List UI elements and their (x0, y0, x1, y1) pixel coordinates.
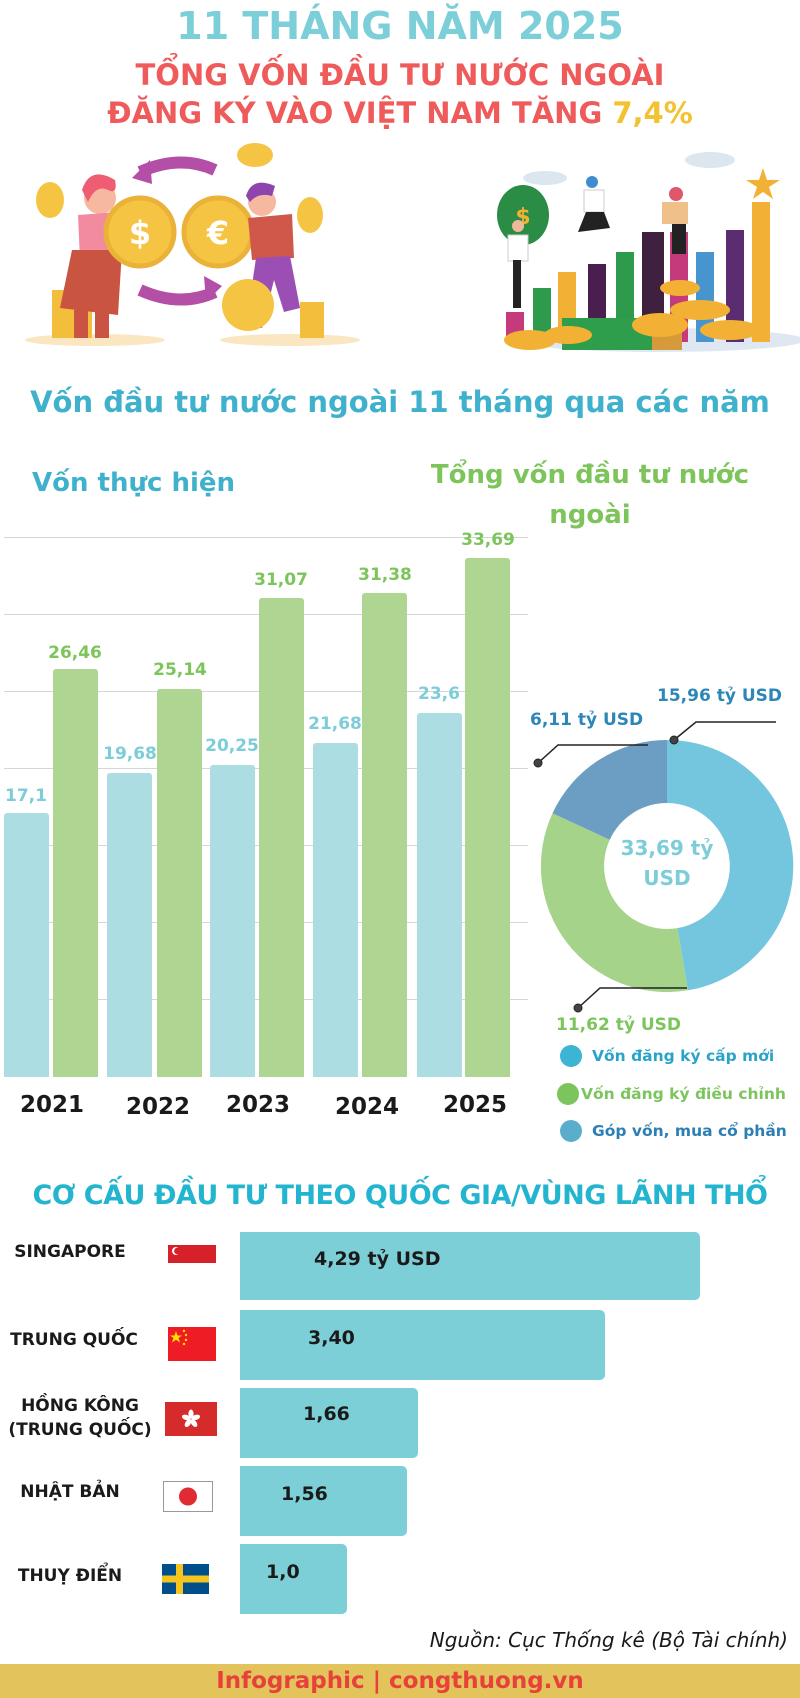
country-value-japan: 1,56 (281, 1483, 328, 1505)
country-value-china: 3,40 (308, 1327, 355, 1349)
country-bar-china (240, 1310, 605, 1380)
bar-realized-2024 (313, 743, 358, 1077)
value-realized-2023: 20,25 (205, 736, 259, 756)
china-flag-icon (168, 1327, 216, 1361)
value-realized-2022: 19,68 (103, 744, 157, 764)
donut-slice-adjusted (540, 813, 688, 993)
bar-realized-2023 (210, 765, 255, 1077)
country-name-line1: HỒNG KÔNG (21, 1396, 139, 1416)
singapore-flag-icon (168, 1245, 216, 1263)
growth-percentage: 7,4% (612, 96, 693, 130)
bar-total-2025 (465, 558, 510, 1077)
svg-text:$: $ (129, 214, 151, 252)
donut-center-unit: USD (643, 866, 691, 890)
bar-total-2021 (53, 669, 98, 1077)
country-name-china: TRUNG QUỐC (10, 1330, 138, 1350)
footer-credit: Infographic | congthuong.vn (216, 1668, 584, 1694)
bar-chart-title: Vốn đầu tư nước ngoài 11 tháng qua các n… (30, 385, 770, 419)
country-section-title: CƠ CẤU ĐẦU TƯ THEO QUỐC GIA/VÙNG LÃNH TH… (32, 1180, 768, 1211)
year-label-2021: 2021 (19, 1092, 84, 1118)
headline-line-1: TỔNG VỐN ĐẦU TƯ NƯỚC NGOÀI (135, 58, 665, 92)
legend-dot-icon (560, 1120, 582, 1142)
country-bar-sweden (240, 1544, 347, 1614)
fdi-breakdown-donut-chart (533, 721, 794, 1013)
bar-total-2024 (362, 593, 407, 1077)
legend-dot-icon (557, 1083, 579, 1105)
series-label-realized-capital: Vốn thực hiện (32, 468, 236, 498)
country-bar-hong-kong (240, 1388, 418, 1458)
legend-item-new-registration: Vốn đăng ký cấp mới (560, 1045, 774, 1067)
year-label-2023: 2023 (225, 1092, 290, 1118)
bar-total-2022 (157, 689, 202, 1077)
source-note: Nguồn: Cục Thống kê (Bộ Tài chính) (429, 1628, 788, 1652)
series-label-total-fdi: Tổng vốn đầu tư nước ngoài (430, 460, 750, 530)
value-total-2025: 33,69 (461, 530, 515, 550)
country-bar-singapore (240, 1232, 700, 1300)
currency-exchange-illustration: $ € (25, 143, 360, 346)
bar-realized-2021 (4, 813, 49, 1077)
headline-line-2: ĐĂNG KÝ VÀO VIỆT NAM TĂNG 7,4% (0, 96, 800, 130)
sweden-flag-icon (162, 1564, 209, 1594)
bar-realized-2025 (417, 713, 462, 1077)
footer-banner: Infographic | congthuong.vn (0, 1664, 800, 1698)
legend-label: Góp vốn, mua cổ phần (592, 1122, 787, 1140)
legend-label: Vốn đăng ký cấp mới (592, 1047, 775, 1065)
value-realized-2025: 23,6 (418, 684, 460, 704)
value-realized-2024: 21,68 (308, 714, 362, 734)
country-value-sweden: 1,0 (266, 1561, 300, 1583)
value-realized-2021: 17,1 (5, 786, 47, 806)
headline-line-2-text: ĐĂNG KÝ VÀO VIỆT NAM TĂNG (107, 96, 613, 130)
year-label-2024: 2024 (334, 1094, 399, 1120)
year-label-2025: 2025 (442, 1092, 507, 1118)
value-total-2024: 31,38 (358, 565, 412, 585)
donut-center-total: 33,69 tỷ USD (607, 833, 727, 893)
hong-kong-flag-icon (165, 1402, 217, 1436)
donut-slice-new-registration (667, 739, 794, 991)
country-name-hong-kong: HỒNG KÔNG (TRUNG QUỐC) (0, 1394, 160, 1442)
country-bar-japan (240, 1466, 407, 1536)
value-total-2021: 26,46 (48, 643, 102, 663)
svg-text:€: € (206, 214, 229, 252)
donut-label-new-registration: 15,96 tỷ USD (657, 686, 782, 706)
period-title: 11 THÁNG NĂM 2025 (176, 4, 624, 48)
country-name-sweden: THUỴ ĐIỂN (17, 1566, 123, 1586)
donut-center-value: 33,69 tỷ (620, 836, 714, 860)
country-name-line2: (TRUNG QUỐC) (8, 1420, 152, 1440)
legend-dot-icon (560, 1045, 582, 1067)
value-total-2022: 25,14 (153, 660, 207, 680)
country-value-singapore: 4,29 tỷ USD (314, 1248, 441, 1270)
gridline (4, 537, 528, 538)
legend-label: Vốn đăng ký điều chỉnh (581, 1085, 786, 1103)
value-total-2023: 31,07 (254, 570, 308, 590)
country-name-singapore: SINGAPORE (14, 1242, 126, 1262)
legend-item-adjusted: Vốn đăng ký điều chỉnh (557, 1083, 786, 1105)
donut-slice-share-purchase (552, 740, 667, 840)
bar-realized-2022 (107, 773, 152, 1077)
japan-flag-icon (163, 1481, 213, 1512)
donut-label-share-purchase: 6,11 tỷ USD (530, 710, 644, 730)
investment-growth-illustration: $ (497, 152, 800, 352)
bar-total-2023 (259, 598, 304, 1077)
country-name-japan: NHẬT BẢN (20, 1482, 120, 1502)
donut-label-adjusted: 11,62 tỷ USD (556, 1015, 681, 1035)
country-value-hong-kong: 1,66 (303, 1403, 350, 1425)
year-label-2022: 2022 (125, 1094, 190, 1120)
legend-item-share-purchase: Góp vốn, mua cổ phần (560, 1120, 787, 1142)
